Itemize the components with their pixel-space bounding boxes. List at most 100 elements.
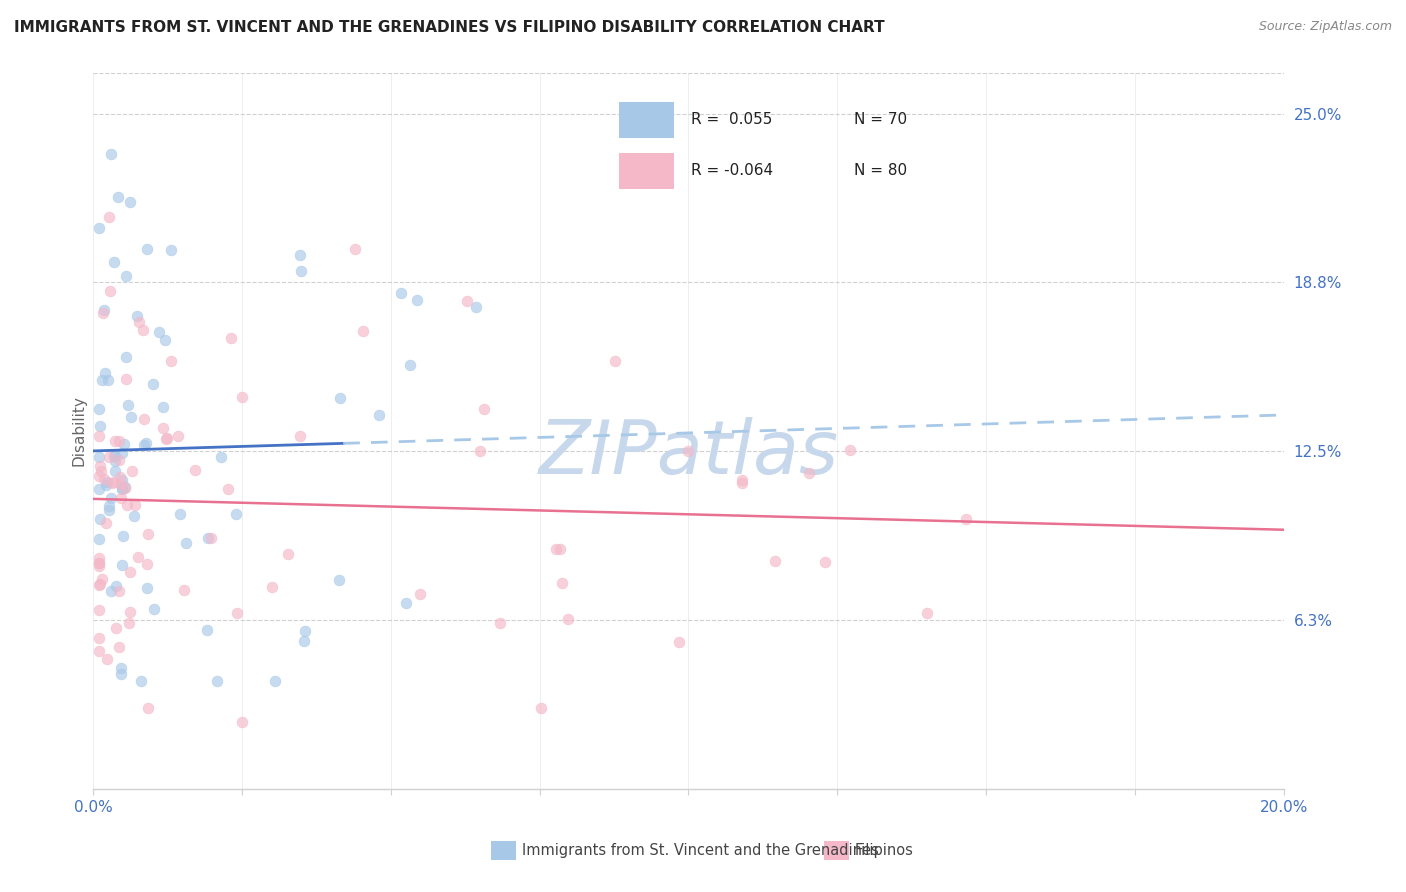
Point — [353, 324, 375, 338]
Point — [108, 470, 131, 484]
Point — [136, 701, 159, 715]
Point — [264, 674, 287, 689]
Point — [197, 623, 219, 637]
Point — [100, 147, 122, 161]
Point — [129, 674, 152, 689]
Point — [290, 429, 312, 443]
Point — [173, 583, 195, 598]
Point — [468, 444, 491, 458]
Point — [406, 293, 429, 308]
Point — [93, 303, 115, 318]
Point — [93, 366, 115, 380]
Point — [103, 255, 125, 269]
Point — [557, 612, 579, 626]
Point — [530, 701, 553, 715]
Point — [184, 463, 207, 477]
Point — [121, 464, 143, 478]
Point — [344, 242, 367, 256]
Point — [90, 464, 112, 478]
Point — [398, 358, 420, 372]
Point — [114, 372, 136, 386]
Point — [89, 577, 111, 591]
Point — [89, 603, 111, 617]
Point — [456, 294, 478, 309]
Point — [294, 624, 316, 638]
Text: IMMIGRANTS FROM ST. VINCENT AND THE GRENADINES VS FILIPINO DISABILITY CORRELATIO: IMMIGRANTS FROM ST. VINCENT AND THE GREN… — [14, 20, 884, 35]
Point — [548, 541, 571, 556]
Point — [763, 554, 786, 568]
Point — [290, 248, 312, 262]
Point — [108, 584, 131, 599]
Point — [225, 606, 247, 620]
Point — [89, 221, 111, 235]
Point — [117, 616, 139, 631]
Point — [112, 529, 135, 543]
Point — [231, 714, 253, 729]
Point — [98, 450, 121, 465]
Point — [89, 632, 111, 646]
Point — [98, 284, 121, 298]
Point — [143, 602, 166, 616]
Point — [217, 482, 239, 496]
Point — [98, 210, 121, 224]
Point — [120, 605, 142, 619]
Point — [200, 531, 222, 545]
Point — [118, 194, 141, 209]
Point — [89, 577, 111, 591]
Point — [814, 555, 837, 569]
Point — [132, 412, 155, 426]
Point — [668, 635, 690, 649]
Point — [152, 421, 174, 435]
Point — [105, 621, 128, 635]
Point — [97, 373, 120, 387]
Point — [231, 390, 253, 404]
Point — [89, 418, 111, 433]
Point — [488, 615, 510, 630]
Point — [197, 531, 219, 545]
Point — [678, 444, 700, 458]
Point — [124, 498, 146, 512]
Point — [225, 507, 247, 521]
Point — [209, 450, 232, 465]
Point — [110, 476, 132, 491]
Point — [120, 409, 142, 424]
Point — [100, 491, 122, 506]
Point — [125, 309, 148, 323]
Point — [103, 449, 125, 463]
Point — [107, 640, 129, 654]
Point — [110, 667, 132, 681]
Point — [472, 401, 495, 416]
Point — [107, 190, 129, 204]
Point — [135, 242, 157, 256]
Point — [136, 581, 159, 595]
Point — [93, 472, 115, 486]
Point — [111, 446, 134, 460]
Point — [219, 331, 242, 345]
Point — [368, 408, 391, 422]
Point — [89, 459, 111, 474]
Point — [104, 464, 127, 478]
Point — [131, 323, 153, 337]
Point — [135, 436, 157, 450]
Point — [152, 400, 174, 414]
Text: ZIPatlas: ZIPatlas — [538, 417, 838, 489]
Point — [120, 565, 142, 579]
Point — [127, 550, 149, 565]
Point — [551, 575, 574, 590]
Point — [96, 516, 118, 531]
Point — [134, 438, 156, 452]
Point — [111, 482, 134, 496]
Point — [89, 450, 111, 464]
Point — [395, 596, 418, 610]
Point — [89, 469, 111, 483]
Point — [114, 480, 136, 494]
Point — [89, 428, 111, 442]
Point — [89, 556, 111, 570]
Point — [90, 572, 112, 586]
Point — [174, 535, 197, 549]
Point — [112, 436, 135, 450]
Point — [98, 500, 121, 514]
Point — [155, 333, 177, 347]
Point — [89, 532, 111, 546]
Point — [115, 351, 138, 365]
